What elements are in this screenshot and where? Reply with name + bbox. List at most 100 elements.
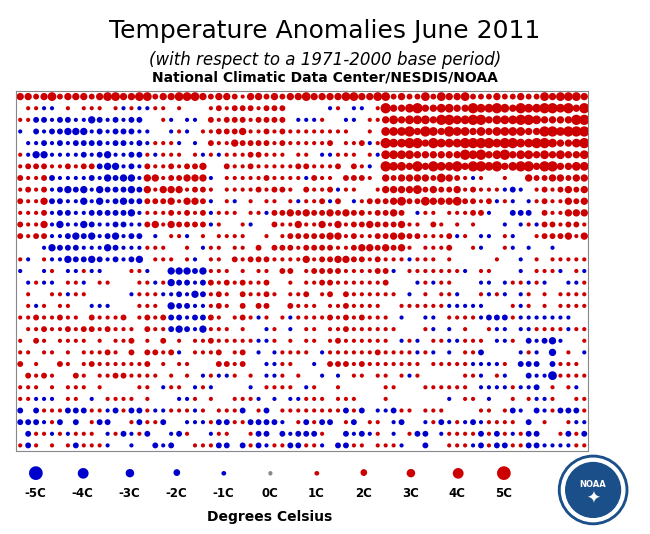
Point (277, 127, 287, 136)
Point (452, 290, 462, 299)
Point (237, 406, 248, 415)
Point (94, 441, 105, 450)
Point (111, 174, 121, 182)
Point (94, 383, 105, 391)
Point (380, 290, 391, 299)
Point (301, 255, 311, 264)
Point (563, 197, 573, 206)
Point (47, 162, 57, 171)
Point (261, 162, 272, 171)
Point (420, 127, 430, 136)
Point (293, 220, 304, 229)
Point (563, 371, 573, 380)
Point (229, 336, 240, 345)
Point (484, 383, 494, 391)
Point (79, 244, 89, 252)
Point (341, 348, 351, 357)
Point (301, 348, 311, 357)
Point (420, 185, 430, 194)
Point (277, 441, 287, 450)
Point (71, 255, 81, 264)
Point (39, 313, 49, 322)
Point (372, 278, 383, 287)
Point (222, 104, 232, 113)
Point (254, 104, 264, 113)
Point (301, 406, 311, 415)
Point (277, 406, 287, 415)
Point (150, 406, 161, 415)
Point (523, 127, 534, 136)
Point (571, 255, 582, 264)
Point (357, 92, 367, 101)
Point (532, 139, 542, 147)
Point (389, 267, 399, 276)
Point (118, 313, 129, 322)
Point (39, 151, 49, 159)
Point (341, 336, 351, 345)
Point (158, 92, 168, 101)
Point (341, 151, 351, 159)
Point (174, 185, 185, 194)
Point (229, 255, 240, 264)
Point (254, 209, 264, 217)
Point (214, 336, 224, 345)
Point (79, 139, 89, 147)
Point (126, 127, 136, 136)
Point (277, 348, 287, 357)
Point (62, 185, 73, 194)
Point (523, 371, 534, 380)
Point (39, 302, 49, 310)
Point (491, 441, 502, 450)
Point (23, 162, 33, 171)
Point (460, 441, 471, 450)
Point (389, 232, 399, 240)
Point (571, 418, 582, 427)
Point (579, 232, 590, 240)
Point (190, 267, 200, 276)
Point (166, 313, 176, 322)
Point (301, 232, 311, 240)
Point (452, 197, 462, 206)
Point (341, 244, 351, 252)
Point (182, 395, 192, 403)
Point (94, 325, 105, 333)
Point (540, 302, 550, 310)
Point (62, 127, 73, 136)
Point (547, 232, 558, 240)
Point (118, 255, 129, 264)
Point (222, 360, 232, 368)
Point (380, 127, 391, 136)
Point (158, 406, 168, 415)
Point (420, 325, 430, 333)
Point (563, 441, 573, 450)
Point (476, 418, 486, 427)
Point (111, 92, 121, 101)
Point (246, 336, 256, 345)
Point (285, 302, 296, 310)
Point (309, 278, 319, 287)
Point (491, 185, 502, 194)
Point (404, 360, 415, 368)
Point (142, 406, 153, 415)
Point (23, 185, 33, 194)
Point (150, 185, 161, 194)
Point (182, 232, 192, 240)
Point (293, 139, 304, 147)
Point (237, 302, 248, 310)
Point (71, 371, 81, 380)
Point (269, 325, 280, 333)
Point (532, 115, 542, 124)
Point (142, 139, 153, 147)
Point (404, 197, 415, 206)
Point (71, 441, 81, 450)
Point (389, 139, 399, 147)
Point (158, 418, 168, 427)
Text: ●: ● (267, 470, 272, 475)
Point (317, 174, 328, 182)
Point (333, 360, 343, 368)
Point (285, 348, 296, 357)
Point (436, 244, 447, 252)
Point (111, 406, 121, 415)
Point (540, 104, 550, 113)
Point (198, 313, 208, 322)
